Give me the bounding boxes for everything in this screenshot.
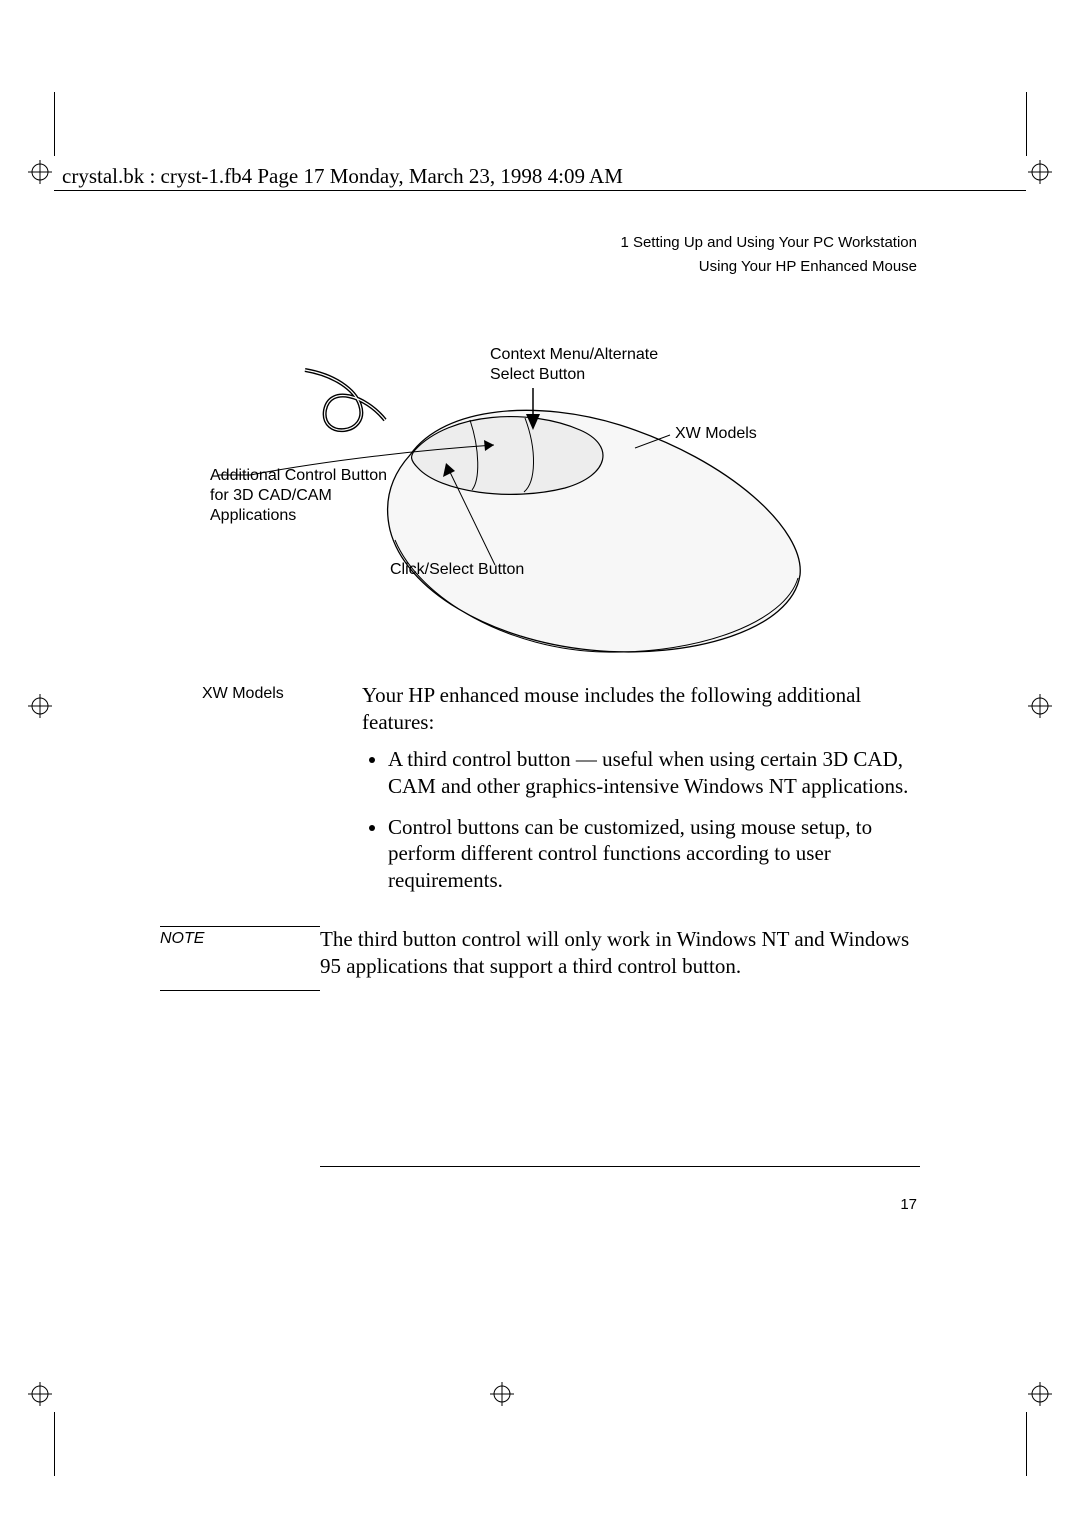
intro-paragraph: Your HP enhanced mouse includes the foll… — [362, 682, 920, 736]
registration-mark — [1028, 1382, 1052, 1406]
note-text: The third button control will only work … — [320, 926, 920, 991]
registration-mark — [1028, 160, 1052, 184]
registration-mark — [28, 1382, 52, 1406]
callout-text: Context Menu/Alternate — [490, 346, 658, 363]
section-header: Using Your HP Enhanced Mouse — [699, 258, 917, 275]
page-number: 17 — [900, 1196, 917, 1213]
list-item: A third control button — useful when usi… — [388, 746, 920, 800]
callout-top: Context Menu/Alternate Select Button — [490, 345, 720, 385]
registration-mark — [28, 160, 52, 184]
callout-text: Select Button — [490, 366, 585, 383]
callout-text: Additional Control Button — [210, 467, 387, 484]
crop-mark — [1026, 1412, 1027, 1476]
page: crystal.bk : cryst-1.fb4 Page 17 Monday,… — [0, 0, 1080, 1528]
footer-rule — [320, 1166, 920, 1167]
callout-bottom: Click/Select Button — [390, 560, 524, 580]
list-item: Control buttons can be customized, using… — [388, 814, 920, 895]
callout-left: Additional Control Button for 3D CAD/CAM… — [210, 466, 410, 526]
margin-label: XW Models — [160, 682, 362, 908]
crop-mark — [54, 1412, 55, 1476]
registration-mark — [490, 1382, 514, 1406]
callout-text: for 3D CAD/CAM — [210, 487, 332, 504]
registration-mark — [28, 694, 52, 718]
body-text: XW Models Your HP enhanced mouse include… — [160, 682, 920, 1009]
feature-list: A third control button — useful when usi… — [362, 746, 920, 894]
crop-line-top — [54, 190, 1026, 191]
crop-mark — [54, 92, 55, 156]
callout-text: Applications — [210, 507, 296, 524]
note-label: NOTE — [160, 926, 320, 991]
mouse-diagram: Additional Control Button for 3D CAD/CAM… — [210, 340, 910, 670]
crop-mark — [1026, 92, 1027, 156]
running-head: crystal.bk : cryst-1.fb4 Page 17 Monday,… — [62, 164, 623, 189]
callout-right: XW Models — [675, 424, 757, 444]
registration-mark — [1028, 694, 1052, 718]
chapter-header: 1 Setting Up and Using Your PC Workstati… — [620, 234, 917, 251]
